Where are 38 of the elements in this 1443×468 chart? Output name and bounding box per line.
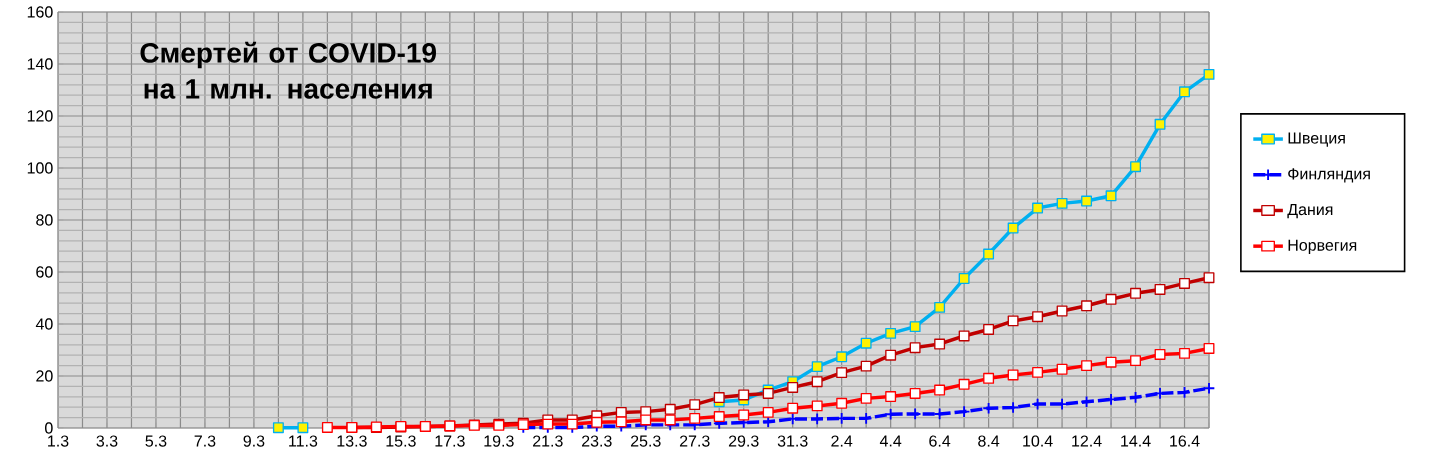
x-tick-label: 19.3 [484, 435, 514, 447]
x-tick-label: 5.3 [145, 435, 167, 447]
x-tick-label: 9.3 [243, 435, 265, 447]
y-tick-label: 0 [45, 422, 53, 434]
x-tick-label: 1.3 [48, 435, 69, 447]
x-tick-label: 29.3 [728, 435, 759, 447]
x-tick-label: 10.4 [1023, 435, 1053, 447]
x-tick-label: 12.4 [1072, 435, 1102, 447]
x-tick-label: 6.4 [929, 435, 951, 447]
x-tick-label: 16.4 [1170, 435, 1200, 447]
x-tick-label: 4.4 [879, 435, 902, 447]
legend-label: Финляндия [1288, 168, 1370, 183]
x-tick-label: 31.3 [777, 435, 808, 447]
x-tick-label: 8.4 [978, 435, 1000, 447]
x-tick-label: 27.3 [679, 435, 710, 447]
x-tick-label: 7.3 [194, 435, 216, 447]
x-tick-label: 23.3 [582, 435, 612, 447]
y-tick-label: 20 [36, 370, 53, 382]
y-tick-label: 140 [27, 58, 53, 70]
legend-label: Швеция [1288, 132, 1345, 147]
x-tick-label: 2.4 [831, 435, 853, 447]
y-tick-label: 120 [27, 110, 53, 122]
x-tick-label: 15.3 [386, 435, 416, 447]
x-tick-label: 3.3 [96, 435, 118, 447]
x-tick-label: 25.3 [630, 435, 661, 447]
x-tick-label: 21.3 [533, 435, 563, 447]
x-tick-label: 11.3 [289, 435, 318, 447]
y-tick-label: 60 [36, 266, 53, 278]
y-tick-label: 100 [27, 162, 53, 174]
y-tick-label: 80 [36, 214, 53, 226]
legend-label: Норвегия [1288, 239, 1357, 254]
x-tick-label: 14.4 [1121, 435, 1151, 447]
text: Смертей от COVID-19 на 1 млн. населения [140, 41, 436, 99]
y-tick-label: 160 [27, 6, 53, 18]
x-tick-label: 17.3 [435, 435, 465, 447]
y-tick-label: 40 [35, 318, 53, 330]
x-tick-label: 13.3 [337, 435, 367, 447]
legend-label: Дания [1287, 203, 1333, 219]
